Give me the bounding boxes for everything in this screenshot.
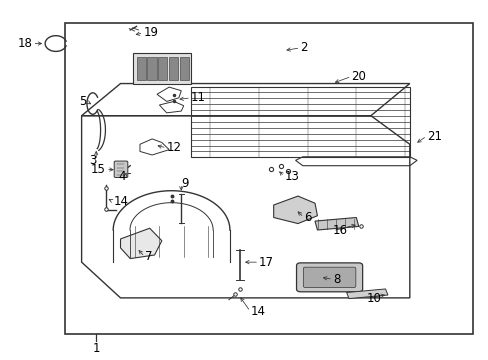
Text: 19: 19 [143, 26, 158, 39]
Text: 17: 17 [259, 256, 274, 269]
Text: 2: 2 [300, 41, 307, 54]
Text: 7: 7 [144, 250, 152, 263]
Text: 20: 20 [351, 70, 366, 83]
Text: 5: 5 [79, 95, 86, 108]
Text: 8: 8 [332, 273, 340, 286]
Text: 12: 12 [166, 141, 182, 154]
Bar [158, 57, 167, 80]
Polygon shape [120, 228, 162, 258]
Text: 6: 6 [303, 211, 311, 224]
Text: 9: 9 [181, 177, 188, 190]
Text: 1: 1 [92, 342, 100, 355]
FancyBboxPatch shape [296, 263, 362, 292]
Text: 14: 14 [113, 195, 128, 208]
Bar [136, 57, 145, 80]
Text: 16: 16 [332, 224, 347, 237]
Text: 3: 3 [89, 154, 96, 167]
Text: 13: 13 [284, 170, 299, 183]
Text: 21: 21 [426, 130, 441, 143]
Text: 4: 4 [118, 170, 125, 183]
Text: 10: 10 [366, 292, 381, 305]
Text: 11: 11 [191, 91, 205, 104]
Bar [132, 53, 191, 84]
Text: 15: 15 [91, 163, 106, 176]
FancyBboxPatch shape [303, 267, 355, 288]
Bar [168, 57, 178, 80]
Bar [64, 23, 472, 334]
Polygon shape [273, 196, 317, 224]
Text: 14: 14 [250, 305, 265, 318]
Bar [147, 57, 156, 80]
FancyBboxPatch shape [114, 161, 127, 177]
Text: 18: 18 [18, 37, 32, 50]
Bar [179, 57, 188, 80]
Polygon shape [346, 289, 387, 298]
Polygon shape [314, 217, 358, 230]
